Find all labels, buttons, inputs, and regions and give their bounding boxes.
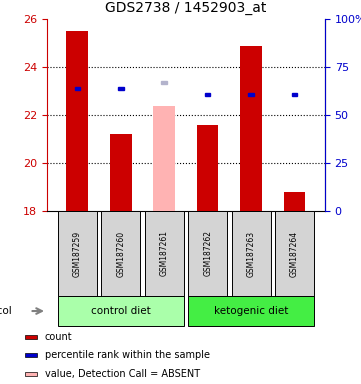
Bar	[110, 134, 132, 211]
Bar	[74, 87, 80, 90]
Text: control diet: control diet	[91, 306, 151, 316]
Bar	[153, 106, 175, 211]
Bar	[25, 372, 37, 376]
Text: percentile rank within the sample: percentile rank within the sample	[45, 350, 210, 360]
FancyBboxPatch shape	[188, 296, 314, 326]
Bar	[66, 31, 88, 211]
Text: GSM187264: GSM187264	[290, 230, 299, 276]
Text: GSM187263: GSM187263	[247, 230, 256, 276]
FancyBboxPatch shape	[275, 211, 314, 296]
FancyBboxPatch shape	[101, 211, 140, 296]
FancyBboxPatch shape	[145, 211, 184, 296]
Text: protocol: protocol	[0, 306, 12, 316]
Bar	[118, 87, 123, 90]
Bar	[248, 93, 254, 96]
Text: count: count	[45, 332, 72, 342]
Bar	[205, 93, 210, 96]
FancyBboxPatch shape	[231, 211, 271, 296]
Bar	[197, 125, 218, 211]
Bar	[161, 81, 167, 84]
FancyBboxPatch shape	[58, 211, 97, 296]
Bar	[292, 93, 297, 96]
FancyBboxPatch shape	[58, 296, 184, 326]
Bar	[240, 46, 262, 211]
Bar	[25, 353, 37, 357]
Text: GSM187259: GSM187259	[73, 230, 82, 276]
FancyBboxPatch shape	[188, 211, 227, 296]
Bar	[284, 192, 305, 211]
Text: value, Detection Call = ABSENT: value, Detection Call = ABSENT	[45, 369, 200, 379]
Text: ketogenic diet: ketogenic diet	[214, 306, 288, 316]
Bar	[25, 335, 37, 339]
Text: GSM187261: GSM187261	[160, 230, 169, 276]
Title: GDS2738 / 1452903_at: GDS2738 / 1452903_at	[105, 2, 267, 15]
Text: GSM187260: GSM187260	[116, 230, 125, 276]
Text: GSM187262: GSM187262	[203, 230, 212, 276]
